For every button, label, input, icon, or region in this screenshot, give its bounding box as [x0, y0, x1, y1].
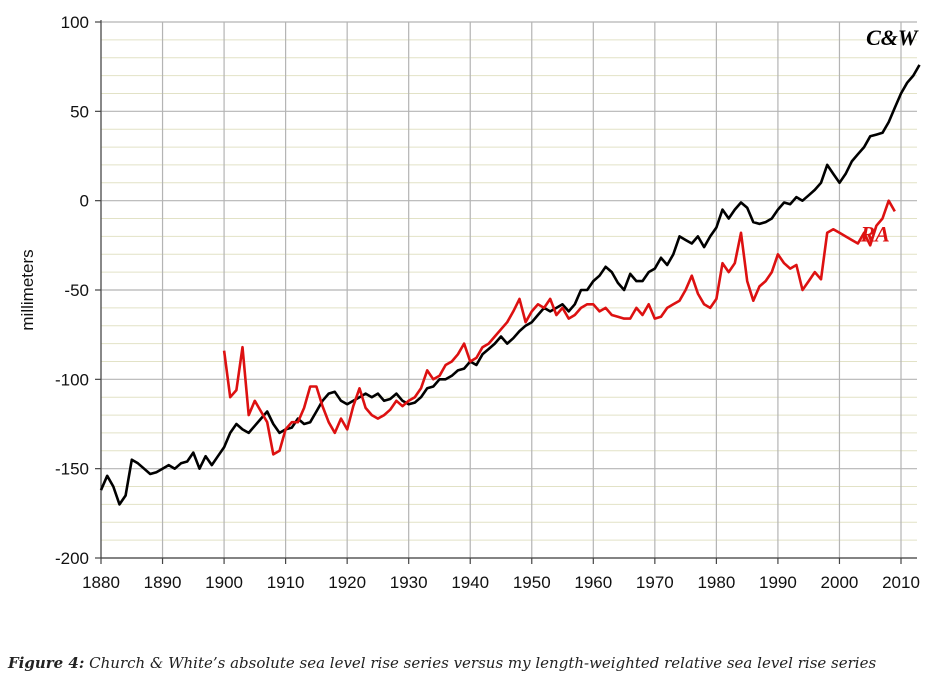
series-line-cw	[99, 64, 921, 506]
y-tick-labels: 100 50 0 -50 -100 -150 -200	[55, 13, 89, 568]
y-tick-label: 0	[80, 192, 89, 211]
x-tick-label: 2010	[882, 573, 920, 592]
x-tick-label: 1910	[267, 573, 305, 592]
x-tick-label: 1980	[697, 573, 735, 592]
y-tick-label: -150	[55, 460, 89, 479]
x-tick-label: 2000	[821, 573, 859, 592]
x-tick-label: 1950	[513, 573, 551, 592]
sea-level-chart: 1880 1890 1900 1910 1920 1930 1940 1950 1960 1970…	[18, 13, 921, 592]
x-tick-label: 1930	[390, 573, 428, 592]
x-tick-label: 1940	[451, 573, 489, 592]
x-tick-label: 1920	[328, 573, 366, 592]
x-tick-label: 1900	[205, 573, 243, 592]
y-tick-label: 100	[61, 13, 89, 32]
x-tick-label: 1890	[144, 573, 182, 592]
y-axis-title: millimeters	[18, 249, 37, 330]
y-tick-label: -100	[55, 370, 89, 389]
caption-text: Church & White’s absolute sea level rise…	[84, 654, 877, 672]
y-tick-label: 50	[70, 102, 89, 121]
series-line-ra	[222, 199, 896, 456]
x-tick-label: 1960	[574, 573, 612, 592]
x-tick-labels: 1880 1890 1900 1910 1920 1930 1940 1950 1960 1970…	[82, 573, 920, 592]
series-label-cw: C&W	[866, 25, 919, 50]
series-lines	[99, 64, 921, 506]
y-tick-label: -50	[64, 281, 89, 300]
y-tick-label: -200	[55, 549, 89, 568]
x-tick-label: 1970	[636, 573, 674, 592]
figure-caption: Figure 4: Church & White’s absolute sea …	[8, 654, 942, 672]
x-tick-label: 1880	[82, 573, 120, 592]
caption-label: Figure 4:	[8, 654, 85, 672]
series-labels: C&W RA	[859, 25, 918, 247]
series-label-ra: RA	[859, 221, 889, 246]
axes	[95, 20, 917, 564]
x-tick-label: 1990	[759, 573, 797, 592]
